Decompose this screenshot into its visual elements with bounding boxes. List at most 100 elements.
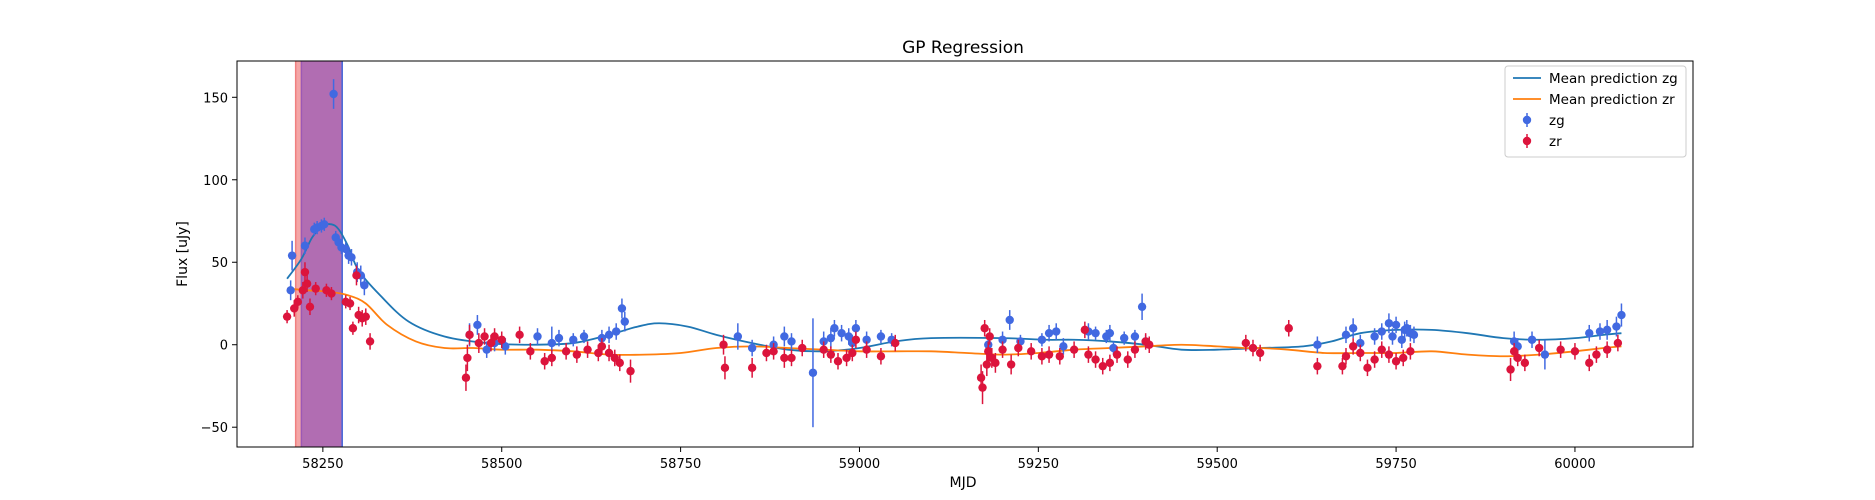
point-zr <box>985 332 994 341</box>
shaded-regions <box>294 61 343 447</box>
point-zg <box>780 332 789 341</box>
point-zr <box>293 297 303 307</box>
point-zr <box>833 357 843 366</box>
point-zr <box>348 324 358 333</box>
point-zr <box>1069 345 1079 354</box>
point-zg <box>1341 330 1351 340</box>
point-zr <box>1585 358 1594 368</box>
point-zr <box>1391 357 1401 366</box>
point-zr <box>980 324 989 333</box>
point-zr <box>762 348 771 358</box>
point-zr <box>1348 342 1358 351</box>
y-tick-label: 0 <box>220 339 228 354</box>
point-zr <box>1506 365 1515 374</box>
point-zr <box>1248 343 1258 353</box>
point-zr <box>1341 352 1351 361</box>
point-zr <box>572 350 582 359</box>
legend-marker-swatch <box>1522 136 1532 146</box>
point-zr <box>769 347 778 356</box>
point-zr <box>1105 358 1115 368</box>
chart-title: GP Regression <box>902 38 1024 58</box>
point-zr <box>461 373 471 382</box>
point-zr <box>1570 347 1580 356</box>
point-zr <box>282 312 292 321</box>
point-zr <box>1370 355 1379 364</box>
point-zg <box>1595 327 1605 336</box>
shaded-region-zg <box>301 61 343 447</box>
point-zr <box>862 345 871 354</box>
point-zg <box>617 304 627 313</box>
legend-box <box>1504 65 1687 158</box>
point-zg <box>1527 335 1537 344</box>
point-zg <box>501 342 510 351</box>
point-zr <box>826 350 836 359</box>
point-zr <box>780 353 789 363</box>
point-zr <box>1556 345 1565 354</box>
x-tick-label: 59000 <box>839 457 880 472</box>
point-zr <box>352 271 361 280</box>
point-zg <box>1037 335 1047 344</box>
legend-label: zr <box>1549 134 1562 150</box>
point-zr <box>361 312 370 321</box>
y-axis-label: Flux [uJy] <box>175 221 191 287</box>
point-zg <box>329 89 338 99</box>
point-zg <box>1313 340 1322 349</box>
legend-marker-swatch <box>1522 115 1532 125</box>
point-zr <box>465 330 474 340</box>
point-zr <box>561 347 571 356</box>
point-zr <box>615 358 624 368</box>
point-zr <box>1613 338 1623 348</box>
x-tick-label: 58250 <box>302 457 343 472</box>
point-zg <box>360 281 369 290</box>
x-tick-label: 59500 <box>1197 457 1238 472</box>
point-zg <box>341 244 350 254</box>
point-zr <box>720 363 730 373</box>
point-zr <box>1602 345 1612 354</box>
point-zr <box>1363 363 1372 373</box>
y-tick-label: −50 <box>201 421 228 436</box>
point-zr <box>1241 338 1251 348</box>
point-zg <box>1602 325 1612 335</box>
point-zr <box>480 332 489 341</box>
point-zg <box>1005 315 1014 325</box>
point-zg <box>844 332 853 341</box>
point-zg <box>826 333 836 343</box>
point-zg <box>620 317 629 326</box>
point-zg <box>569 335 578 344</box>
point-zr <box>515 330 524 340</box>
point-zg <box>1612 322 1621 331</box>
point-zr <box>976 373 986 382</box>
x-tick-label: 59250 <box>1018 457 1059 472</box>
point-zr <box>1534 343 1544 353</box>
point-zg <box>1130 332 1140 341</box>
point-zg <box>747 343 757 353</box>
point-zg <box>837 328 846 338</box>
point-zr <box>798 343 807 353</box>
axes: 58250 58500 58750 59000 59250 59500 59750 60000… <box>201 60 1694 472</box>
point-zg <box>1109 343 1118 353</box>
point-zg <box>733 332 743 341</box>
point-zr <box>1014 343 1023 353</box>
point-zr <box>1406 347 1415 356</box>
point-zg <box>1585 328 1594 338</box>
point-zr <box>290 304 299 313</box>
point-zg <box>1052 327 1061 336</box>
point-zr <box>1130 345 1140 354</box>
x-tick-label: 58500 <box>481 457 522 472</box>
point-zg <box>1119 333 1129 343</box>
data-points <box>282 79 1626 428</box>
point-zr <box>311 284 320 293</box>
line-mean-prediction-zr <box>287 287 1622 358</box>
point-zg <box>1391 320 1401 330</box>
point-zg <box>597 333 607 343</box>
point-zr <box>1145 340 1154 349</box>
point-zr <box>991 358 1000 368</box>
point-zg <box>998 335 1007 344</box>
point-zr <box>998 345 1007 354</box>
point-zr <box>490 332 499 341</box>
y-tick-label: 150 <box>203 91 228 106</box>
point-zr <box>842 353 851 363</box>
point-zg <box>1388 332 1397 341</box>
point-zr <box>1255 348 1265 358</box>
